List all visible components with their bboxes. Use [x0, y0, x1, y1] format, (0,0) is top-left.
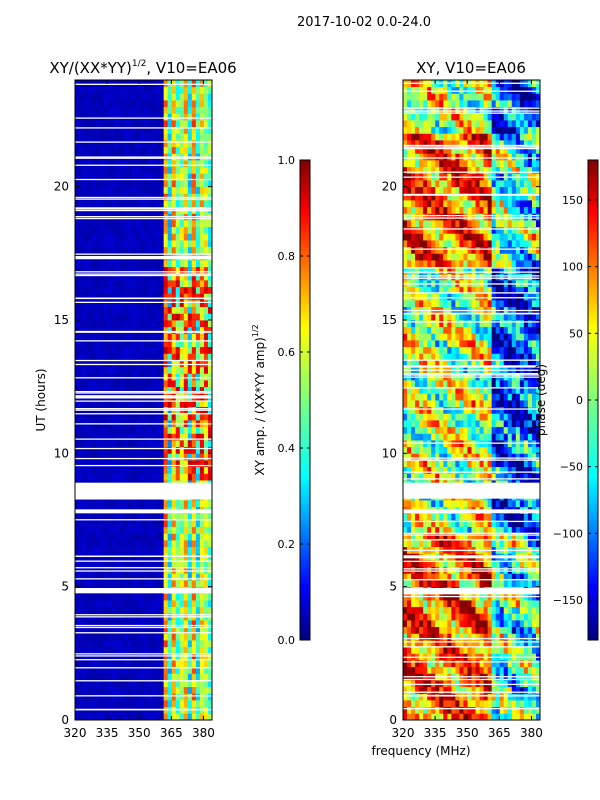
left-colorbar: [299, 159, 311, 641]
y-tick-label: 20: [54, 180, 69, 194]
x-tick-label: 320: [392, 726, 415, 740]
x-tick-label: 335: [424, 726, 447, 740]
left-colorbar-ticks: 0.0 0.2 0.4 0.6 0.8 1.0: [278, 154, 310, 647]
colorbar-tick-label: −150: [553, 594, 583, 607]
x-tick-label: 365: [160, 726, 183, 740]
left-ylabel: UT (hours): [34, 368, 48, 431]
x-tick-label: 320: [64, 726, 87, 740]
x-tick-label: 365: [488, 726, 511, 740]
figure-suptitle: 2017-10-02 0.0-24.0: [297, 15, 431, 30]
left-title-rest: , V10=EA06: [146, 59, 236, 77]
x-tick-label: 380: [192, 726, 215, 740]
right-heatmap: [403, 80, 540, 720]
y-tick-label: 0: [61, 713, 69, 727]
x-tick-label: 350: [456, 726, 479, 740]
y-tick-label: 5: [61, 580, 69, 594]
x-tick-label: 380: [520, 726, 543, 740]
left-plot-title: XY/(XX*YY)1/2, V10=EA06: [49, 59, 236, 77]
y-tick-label: 10: [54, 446, 69, 460]
colorbar-tick-label: 50: [569, 327, 583, 340]
figure-xlabel: frequency (MHz): [371, 744, 470, 758]
colorbar-tick-label: 0.2: [278, 538, 296, 551]
colorbar-tick-label: 1.0: [278, 154, 296, 167]
y-tick-label: 15: [382, 313, 397, 327]
right-plot-title: XY, V10=EA06: [416, 59, 526, 77]
y-tick-label: 10: [382, 446, 397, 460]
colorbar-tick-label: 100: [562, 261, 583, 274]
x-tick-label: 335: [96, 726, 119, 740]
y-tick-label: 0: [389, 713, 397, 727]
left-title-sup: 1/2: [132, 59, 146, 69]
left-title-main: XY/(XX*YY): [49, 59, 132, 77]
colorbar-tick-label: 0.0: [278, 634, 296, 647]
right-colorbar-label: phase (deg): [534, 364, 548, 436]
left-heatmap: [75, 80, 212, 720]
right-colorbar-ticks: 150 100 50 0 −50 −100 −150: [553, 194, 598, 607]
colorbar-tick-label: 0.8: [278, 250, 296, 263]
colorbar-tick-label: 0.4: [278, 442, 296, 455]
x-tick-label: 350: [128, 726, 151, 740]
right-plot-frame: [402, 79, 541, 721]
colorbar-tick-label: 0.6: [278, 346, 296, 359]
left-axes: 320 335 350 365 380 0 5 10 15 20: [54, 80, 215, 740]
colorbar-tick-label: −50: [560, 461, 583, 474]
right-axes: 320 335 350 365 380 0 5 10 15 20: [382, 80, 543, 740]
colorbar-tick-label: 150: [562, 194, 583, 207]
left-plot-frame: [74, 79, 213, 721]
y-tick-label: 5: [389, 580, 397, 594]
y-tick-label: 15: [54, 313, 69, 327]
colorbar-tick-label: 0: [576, 394, 583, 407]
left-cbar-label-sup: 1/2: [251, 324, 260, 337]
y-tick-label: 20: [382, 180, 397, 194]
colorbar-tick-label: −100: [553, 527, 583, 540]
left-colorbar-label: XY amp. / (XX*YY amp)1/2: [251, 324, 267, 475]
left-cbar-label-main: XY amp. / (XX*YY amp): [253, 337, 267, 475]
